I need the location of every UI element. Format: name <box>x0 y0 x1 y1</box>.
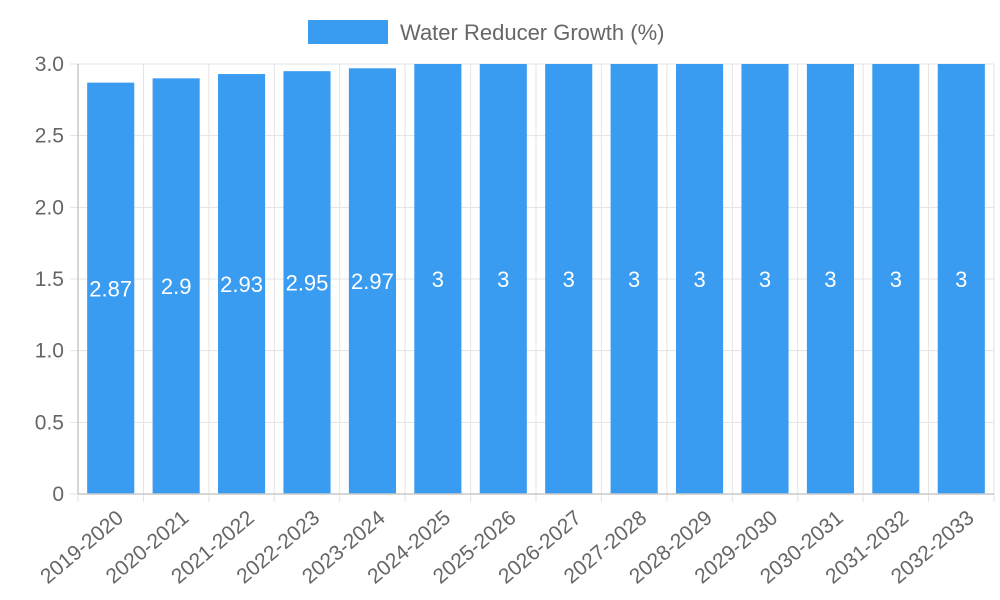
y-tick-label: 1.5 <box>35 268 64 291</box>
chart-bars: 2.87 2.9 2.93 2.95 2.97 3 3 3 3 3 3 3 3 3 <box>87 64 985 495</box>
x-axis-ticks: 2019-20202020-20212021-20222022-20232023… <box>36 506 978 588</box>
legend-label: Water Reducer Growth (%) <box>400 20 664 45</box>
bar-data-label: 3 <box>432 267 444 292</box>
bar <box>152 78 200 494</box>
y-tick-label: 0.5 <box>35 411 64 434</box>
bar-data-label: 3 <box>890 267 902 292</box>
chart-legend: Water Reducer Growth (%) <box>308 20 664 45</box>
bar <box>218 74 266 495</box>
bar <box>414 64 462 494</box>
chart-axes <box>77 64 994 495</box>
y-tick-label: 2.5 <box>35 125 64 148</box>
bar <box>348 68 396 495</box>
bar-data-label: 3 <box>497 267 509 292</box>
bar-data-label: 2.93 <box>220 272 263 297</box>
bar-data-label: 2.97 <box>351 269 394 294</box>
bar-data-label: 2.87 <box>89 276 132 301</box>
bar-data-label: 3 <box>693 267 705 292</box>
bar <box>87 82 135 494</box>
y-tick-label: 0 <box>52 483 64 506</box>
bar <box>806 64 854 494</box>
bar <box>937 64 985 494</box>
y-axis-ticks: 0 0.5 1.0 1.5 2.0 2.5 3.0 <box>35 53 64 506</box>
y-tick-label: 3.0 <box>35 53 64 76</box>
bar-data-label: 3 <box>759 267 771 292</box>
bar-data-label: 3 <box>824 267 836 292</box>
bar <box>610 64 658 494</box>
bar <box>479 64 527 494</box>
y-tick-label: 2.0 <box>35 196 64 219</box>
bar-data-label: 3 <box>955 267 967 292</box>
y-tick-label: 1.0 <box>35 340 64 363</box>
bar <box>872 64 920 494</box>
bar <box>676 64 724 494</box>
bar-data-label: 3 <box>628 267 640 292</box>
bar <box>283 71 331 495</box>
legend-swatch <box>308 20 388 44</box>
bar-data-label: 2.95 <box>286 271 329 296</box>
bar-data-label: 3 <box>563 267 575 292</box>
chart-grid <box>70 63 995 502</box>
bar <box>545 64 593 494</box>
bar <box>741 64 789 494</box>
bar-data-label: 2.9 <box>161 274 192 299</box>
